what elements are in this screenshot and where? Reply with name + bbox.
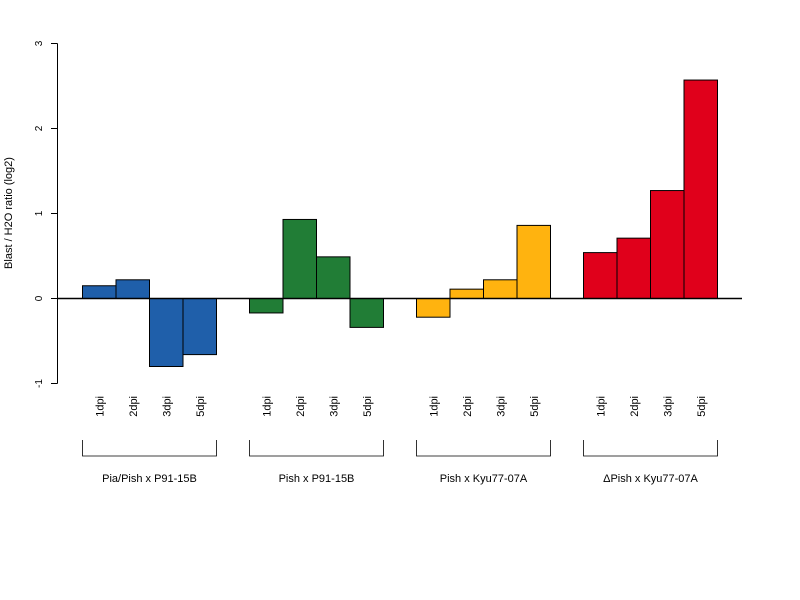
bar [583,252,618,300]
group-label: Pia/Pish x P91-15B [102,473,197,485]
x-tick-label: 1dpi [94,396,106,417]
bar [516,224,551,299]
group-bracket [249,440,384,457]
y-tick-label: 0 [34,295,45,301]
bar [683,79,718,299]
x-tick-label: 5dpi [362,396,374,417]
bar [483,279,518,299]
x-tick-label: 5dpi [529,396,541,417]
group-label: Pish x Kyu77-07A [440,473,528,485]
bar [650,190,685,299]
bar [82,285,117,299]
group-bracket [583,440,718,457]
bar [249,298,284,314]
bars [82,79,718,367]
x-tick-label: 2dpi [128,396,140,417]
x-tick-label: 3dpi [161,396,173,417]
y-tick-label: -1 [34,379,45,388]
group-bracket [82,440,217,457]
group-label: ΔPish x Kyu77-07A [603,473,698,485]
category-labels: 1dpi 2dpi 3dpi 5dpi 1dpi 2dpi 3dpi 5dpi 1dpi 2dpi… [94,396,708,417]
x-tick-label: 5dpi [195,396,207,417]
bar [115,279,150,299]
bar [182,298,217,356]
bar [416,298,451,318]
group-brackets: Pia/Pish x P91-15B Pish x P91-15B Pish x K… [82,440,718,485]
bar [149,298,184,367]
x-tick-label: 2dpi [462,396,474,417]
x-tick-label: 3dpi [495,396,507,417]
x-tick-label: 3dpi [662,396,674,417]
y-tick-label: 1 [34,210,45,216]
x-tick-label: 2dpi [295,396,307,417]
x-tick-label: 5dpi [696,396,708,417]
x-tick-label: 3dpi [328,396,340,417]
bar [316,256,351,300]
bar [449,288,484,299]
x-tick-label: 1dpi [261,396,273,417]
y-tick-label: 3 [34,40,45,46]
bar [349,298,384,328]
group-bracket [416,440,551,457]
bar [616,237,651,299]
bar [282,218,317,299]
x-tick-label: 1dpi [428,396,440,417]
x-tick-label: 1dpi [595,396,607,417]
group-label: Pish x P91-15B [279,473,355,485]
y-axis-label: Blast / H2O ratio (log2) [3,157,15,269]
y-tick-label: 2 [34,125,45,131]
x-tick-label: 2dpi [629,396,641,417]
y-axis: -1 0 1 2 3 [34,40,58,388]
